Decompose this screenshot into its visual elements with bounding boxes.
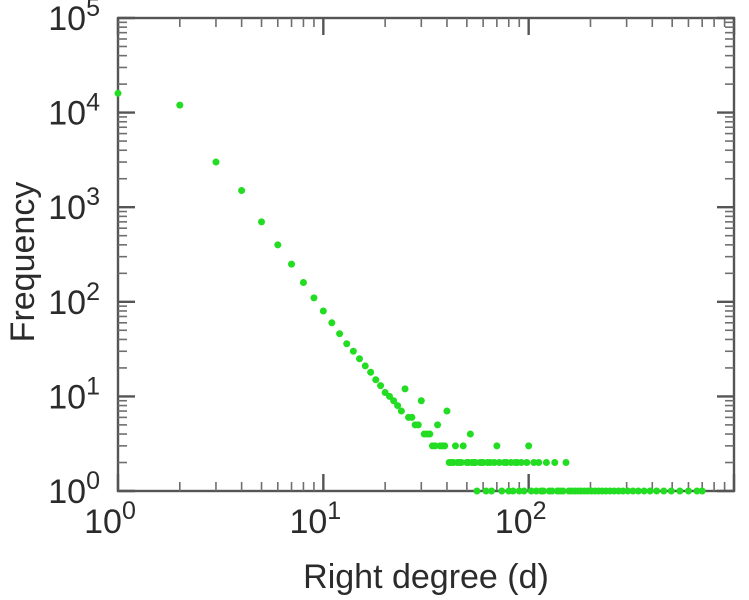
data-point (238, 187, 246, 195)
data-point (520, 487, 528, 495)
data-point (459, 442, 467, 450)
data-point (386, 392, 393, 400)
data-point (493, 442, 501, 450)
data-point (646, 487, 654, 495)
data-point (408, 413, 416, 421)
data-point (336, 330, 344, 338)
svg-text:104: 104 (48, 89, 100, 133)
svg-text:101: 101 (289, 497, 341, 541)
data-point (660, 487, 668, 495)
data-point (490, 459, 498, 467)
data-point (548, 487, 556, 495)
data-point (619, 487, 627, 495)
data-point (451, 442, 459, 450)
svg-text:102: 102 (495, 497, 547, 541)
y-tick-label: 102 (48, 278, 100, 322)
data-point (258, 218, 266, 226)
data-point (343, 340, 351, 348)
data-point (394, 402, 402, 410)
y-tick-label: 104 (48, 89, 100, 133)
data-point (328, 319, 336, 327)
data-point (693, 487, 701, 495)
data-point (212, 158, 220, 166)
data-point (653, 487, 661, 495)
data-point (542, 459, 550, 467)
x-tick-label: 100 (84, 497, 136, 541)
data-point (551, 459, 559, 467)
data-points (114, 89, 706, 495)
data-point (414, 421, 422, 429)
x-tick-label: 101 (289, 497, 341, 541)
data-point (517, 459, 525, 467)
x-axis-tick-labels: 100 101 102 (84, 497, 546, 541)
data-point (495, 459, 503, 467)
y-axis-ticks (118, 16, 734, 493)
data-point (349, 347, 357, 355)
y-tick-label: 105 (48, 0, 100, 38)
data-point (488, 487, 496, 495)
y-tick-label: 100 (48, 467, 100, 511)
y-axis-tick-labels: 100 101 102 103 104 105 (48, 0, 100, 511)
data-point (299, 278, 307, 286)
data-point (114, 89, 122, 97)
data-point (319, 307, 327, 315)
data-point (640, 487, 648, 495)
data-point (466, 430, 474, 438)
data-point (624, 487, 632, 495)
data-point (361, 362, 369, 370)
x-tick-label: 102 (495, 497, 547, 541)
data-point (473, 487, 481, 495)
data-point (355, 355, 363, 363)
data-point (417, 397, 425, 405)
data-point (367, 368, 375, 376)
data-point (372, 376, 380, 384)
svg-text:100: 100 (84, 497, 136, 541)
svg-text:103: 103 (48, 183, 100, 227)
data-point (401, 385, 409, 393)
data-point (310, 294, 318, 302)
data-point (634, 487, 642, 495)
svg-text:102: 102 (48, 278, 100, 322)
data-point (426, 430, 434, 438)
data-point (397, 407, 405, 415)
x-axis-title: Right degree (d) (303, 558, 549, 596)
data-point (390, 397, 398, 405)
data-point (434, 421, 442, 429)
y-tick-label: 103 (48, 183, 100, 227)
data-point (515, 487, 523, 495)
data-point (443, 407, 451, 415)
data-point (629, 487, 637, 495)
data-point (523, 459, 531, 467)
data-point (676, 487, 684, 495)
svg-text:100: 100 (48, 467, 100, 511)
data-point (176, 101, 184, 109)
data-point (539, 487, 547, 495)
svg-text:105: 105 (48, 0, 100, 38)
y-tick-label: 101 (48, 372, 100, 416)
y-axis-title: Frequency (4, 182, 42, 343)
data-point (288, 260, 296, 268)
data-point (667, 487, 675, 495)
data-point (377, 382, 385, 390)
data-point (530, 459, 538, 467)
data-point (559, 487, 567, 495)
data-point (525, 442, 533, 450)
data-point (684, 487, 692, 495)
data-point (457, 459, 465, 467)
plot-frame (116, 16, 736, 493)
svg-text:101: 101 (48, 372, 100, 416)
data-point (535, 459, 543, 467)
data-point (698, 487, 706, 495)
data-point (274, 241, 282, 249)
data-point (431, 442, 439, 450)
data-point (441, 442, 449, 450)
data-point (527, 487, 535, 495)
data-point (562, 459, 570, 467)
data-point (482, 487, 490, 495)
data-point (498, 487, 506, 495)
data-point (509, 487, 517, 495)
